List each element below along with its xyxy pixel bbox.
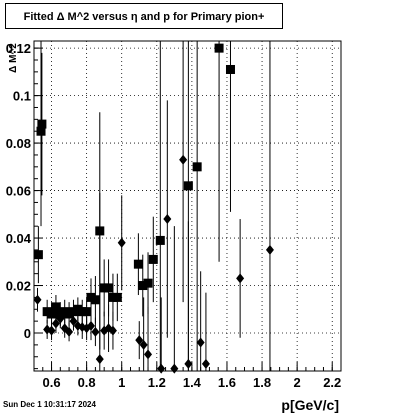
data-point-square bbox=[36, 126, 46, 136]
data-point-square bbox=[51, 302, 61, 312]
data-point-square bbox=[112, 292, 122, 302]
x-tick-label: 1.4 bbox=[183, 375, 202, 390]
data-point-diamond bbox=[135, 335, 144, 346]
data-point-diamond bbox=[184, 358, 193, 369]
axis-ticks bbox=[33, 47, 342, 371]
data-point-square bbox=[90, 295, 100, 305]
y-tick-label: 0.1 bbox=[13, 89, 31, 104]
data-point-diamond bbox=[170, 363, 179, 374]
data-point-diamond bbox=[157, 363, 166, 374]
data-point-square bbox=[133, 259, 143, 269]
data-point-diamond bbox=[163, 214, 172, 225]
data-point-diamond bbox=[117, 237, 126, 248]
data-point-square bbox=[148, 254, 158, 264]
data-point-diamond bbox=[179, 154, 188, 165]
data-point-diamond bbox=[87, 320, 96, 331]
data-point-square bbox=[214, 43, 224, 53]
data-point-diamond bbox=[56, 313, 65, 324]
data-point-diamond bbox=[201, 358, 210, 369]
data-point-diamond bbox=[65, 326, 74, 337]
x-tick-label: 1.8 bbox=[253, 375, 271, 390]
x-axis-title: p[GeV/c] bbox=[281, 397, 339, 413]
y-axis-title-text: Δ M^2 bbox=[8, 43, 19, 73]
x-tick-label: 0.8 bbox=[78, 375, 96, 390]
data-point-square bbox=[33, 250, 43, 260]
y-tick-label: 0.12 bbox=[6, 41, 31, 56]
data-point-diamond bbox=[139, 339, 148, 350]
data-point-diamond bbox=[265, 244, 274, 255]
data-markers bbox=[33, 43, 274, 374]
data-point-diamond bbox=[47, 325, 56, 336]
data-point-square bbox=[47, 309, 57, 319]
data-point-square bbox=[95, 226, 105, 236]
tick-labels: 0.6 0.8 1 1.2 1.4 1.6 1.8 2 2.2 0 0.02 0.04 0.06 0.08… bbox=[6, 41, 342, 390]
data-point-square bbox=[104, 283, 114, 293]
y-tick-label: 0.08 bbox=[6, 136, 31, 151]
data-point-diamond bbox=[51, 318, 60, 329]
data-point-square bbox=[155, 235, 165, 245]
x-tick-label: 2 bbox=[294, 375, 301, 390]
data-point-diamond bbox=[95, 354, 104, 365]
chart-title: Fitted Δ M^2 versus η and p for Primary … bbox=[5, 3, 283, 29]
x-tick-label: 1 bbox=[118, 375, 125, 390]
y-tick-label: 0.04 bbox=[6, 231, 32, 246]
x-tick-label: 1.2 bbox=[148, 375, 166, 390]
data-point-diamond bbox=[108, 325, 117, 336]
x-tick-label: 0.6 bbox=[43, 375, 61, 390]
data-point-square bbox=[138, 281, 148, 291]
timestamp: Sun Dec 1 10:31:17 2024 bbox=[3, 400, 96, 409]
data-point-diamond bbox=[69, 316, 78, 327]
data-point-diamond bbox=[196, 337, 205, 348]
data-point-diamond bbox=[33, 294, 42, 305]
data-point-diamond bbox=[91, 326, 100, 337]
data-point-diamond bbox=[236, 273, 245, 284]
data-point-square bbox=[82, 307, 92, 317]
y-tick-label: 0 bbox=[24, 326, 31, 341]
data-point-square bbox=[192, 162, 202, 172]
data-point-square bbox=[183, 181, 193, 191]
data-point-square bbox=[143, 278, 153, 288]
grid-lines bbox=[34, 41, 341, 371]
y-axis-title: Δ M^2 bbox=[8, 43, 19, 73]
x-tick-label: 1.6 bbox=[218, 375, 236, 390]
y-tick-label: 0.06 bbox=[6, 184, 31, 199]
plot-frame bbox=[33, 40, 342, 372]
x-tick-label: 2.2 bbox=[323, 375, 341, 390]
data-point-square bbox=[37, 119, 47, 129]
data-point-diamond bbox=[144, 349, 153, 360]
y-tick-label: 0.02 bbox=[6, 279, 31, 294]
data-point-square bbox=[225, 64, 235, 74]
